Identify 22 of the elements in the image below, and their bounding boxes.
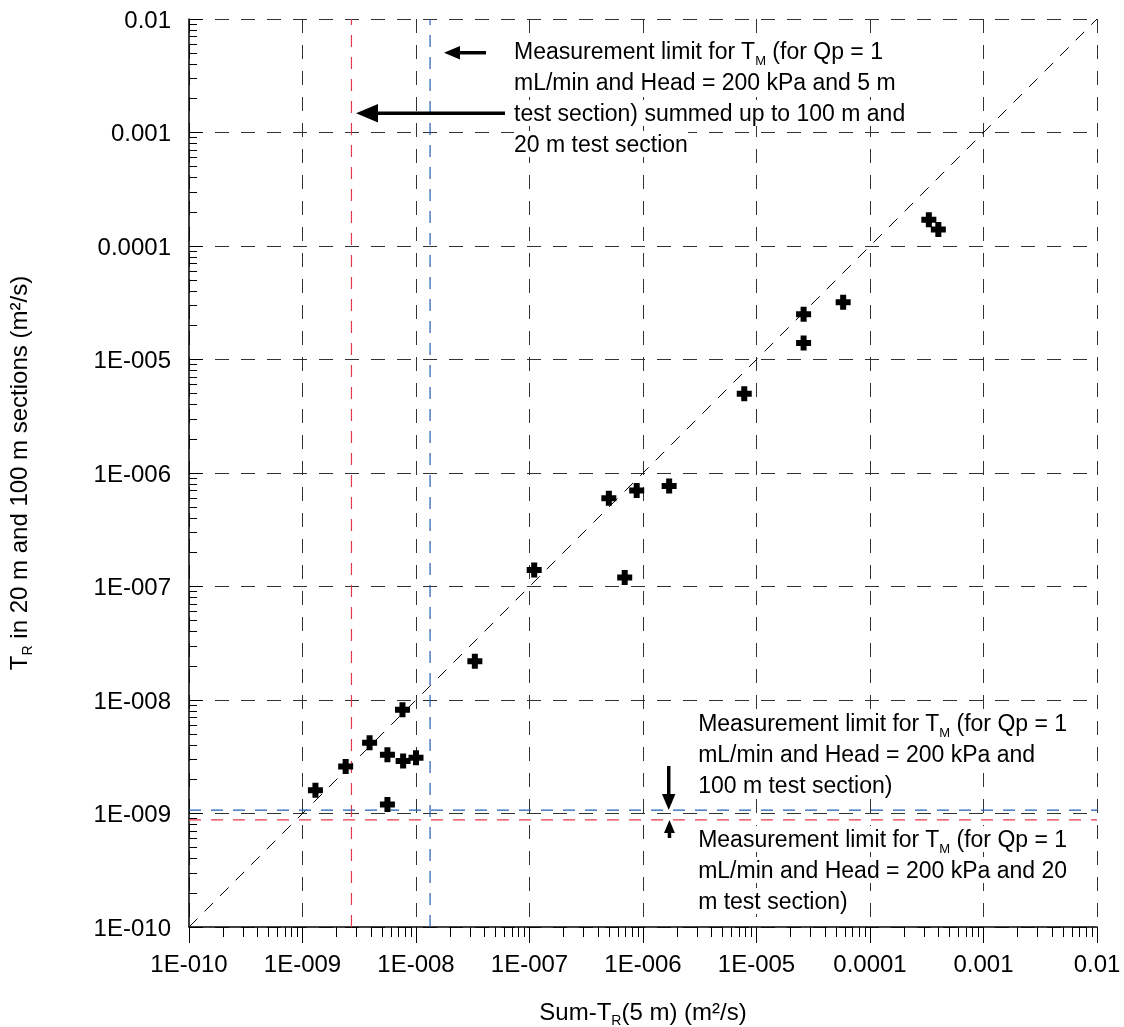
y-axis-title: TR in 20 m and 100 m sections (m²/s) [4,275,35,671]
y-tick-label: 1E-010 [93,913,171,941]
y-tick-label: 1E-007 [93,573,171,600]
x-tick-label: 1E-006 [604,949,682,977]
x-tick-label: 1E-009 [263,949,342,977]
annotation: Measurement limit for T$_{M}$ (for Qp = 1 mL/min and Head = 200 kPa and 20 m test section) [698,825,1068,914]
x-tick-label: 0.001 [953,949,1014,977]
y-tick-label: 0.001 [110,119,171,146]
annotation: Measurement limit for T$_{M}$ (for Qp = 1 mL/min and Head = 200 kPa and 100 m test section) [698,710,1068,799]
x-tick-label: 1E-010 [150,949,228,977]
y-tick-label: 1E-009 [93,800,171,827]
x-tick-label: 1E-007 [490,949,569,977]
annotation: Measurement limit for T$_{M}$ (for Qp = 1 mL/min and Head = 200 kPa and 5 m test section) summed up to 100 m and 20 m test section [514,38,906,157]
x-tick-label: 0.0001 [833,949,907,977]
x-tick-label: 1E-008 [377,949,455,977]
x-tick-label: 0.01 [1073,949,1121,977]
y-tick-label: 0.01 [124,5,171,33]
y-tick-label: 1E-008 [93,686,171,714]
y-tick-label: 0.0001 [97,232,171,260]
x-tick-label: 1E-005 [717,949,796,977]
y-tick-label: 1E-005 [93,346,171,373]
y-tick-label: 1E-006 [93,459,171,487]
